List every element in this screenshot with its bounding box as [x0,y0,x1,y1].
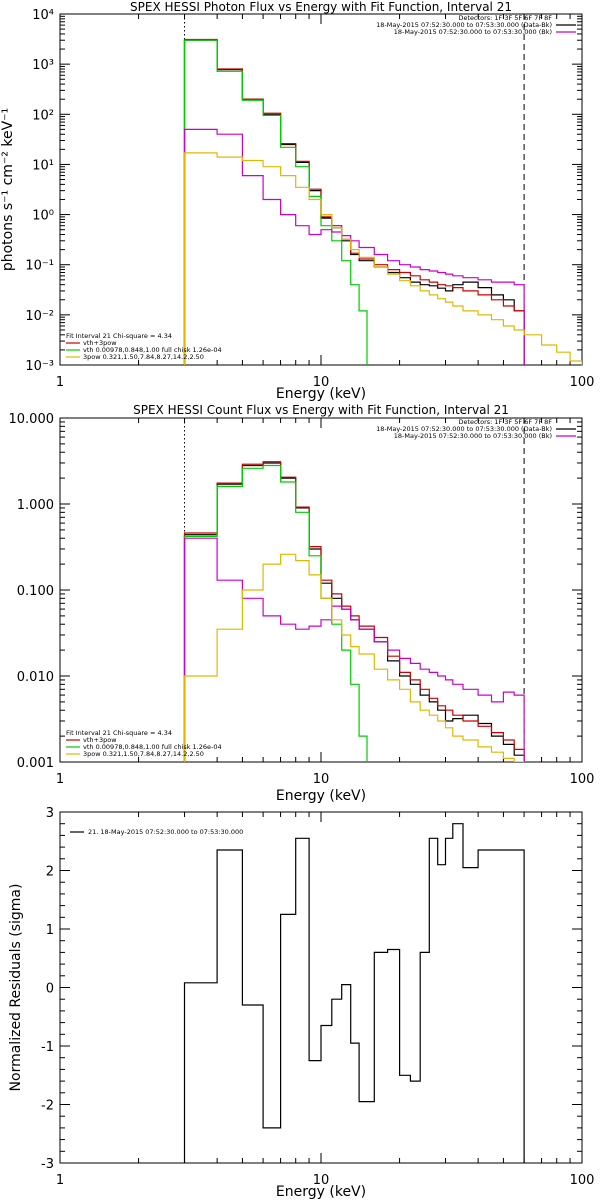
y-tick-label: -1 [41,1040,54,1055]
x-tick-label: 10 [313,772,330,787]
legend-entry: 21. 18-May-2015 07:52:30.000 to 07:53:30… [88,828,243,836]
legend-entry: Fit Interval 21 Chi-square = 4.34 [66,332,172,340]
count-flux-xlabel: Energy (keV) [276,788,366,804]
y-tick-label: 0.001 [17,756,54,771]
legend-entry: vth+3pow [83,339,117,347]
y-tick-label: 2 [46,865,54,880]
plot-frame [59,811,583,1164]
legend-entry: vth 0.00978,0.848,1.00 full chisk 1.26e-… [83,346,222,354]
y-tick-label: 10.000 [9,412,55,427]
series-2-step-line [183,39,368,365]
series-0-step-line [183,462,525,762]
y-tick-label: 0 [46,982,54,997]
y-tick-label: 3 [46,806,54,821]
y-tick-label: 10⁰ [32,209,54,224]
series-2-step-line [183,464,368,762]
legend-entry: 18-May-2015 07:52:30.000 to 07:53:30.000… [394,432,552,440]
series-0-step-line [183,823,525,1163]
series-0-step-line [183,39,525,365]
x-tick-label: 1 [56,772,64,787]
series-4-step-line [183,152,582,365]
legend-entry: 18-May-2015 07:52:30.000 to 07:53:30.000… [394,28,552,36]
legend-entry: vth 0.00978,0.848,1.00 full chisk 1.26e-… [83,743,222,751]
residuals-xlabel: Energy (keV) [276,1184,366,1200]
count-flux-panel: SPEX HESSI Count Flux vs Energy with Fit… [9,403,595,804]
legend-entry: 18-May-2015 07:52:30.000 to 07:53:30.000… [376,425,552,433]
y-tick-label: -3 [41,1157,54,1172]
legend-entry: Detectors: 1F 3F 5F 6F 7F 8F [458,418,552,426]
y-tick-label: 10³ [32,58,54,73]
series-1-step-line [183,461,525,762]
y-tick-label: 1 [46,923,54,938]
y-tick-label: 10² [32,108,54,123]
x-tick-label: 10 [313,375,330,390]
legend-entry: Fit Interval 21 Chi-square = 4.34 [66,729,172,737]
y-tick-label: -2 [41,1099,54,1114]
y-tick-label: 0.100 [17,584,54,599]
legend-entry: vth+3pow [83,736,117,744]
legend-entry: Detectors: 1F 3F 5F 6F 7F 8F [458,14,552,22]
y-tick-label: 1.000 [17,498,54,513]
series-4-step-line [183,553,525,762]
y-tick-label: 10¹ [32,158,54,173]
photon-flux-panel: SPEX HESSI Photon Flux vs Energy with Fi… [0,0,594,402]
series-3-step-line [183,128,525,365]
legend-entry: 18-May-2015 07:52:30.000 to 07:53:30.000… [376,21,552,29]
x-tick-label: 1 [56,375,64,390]
photon-flux-ylabel: photons s⁻¹ cm⁻² keV⁻¹ [0,108,16,271]
series-1-step-line [183,38,525,365]
x-tick-label: 100 [570,772,595,787]
series-3-step-line [183,537,525,762]
photon-flux-title: SPEX HESSI Photon Flux vs Energy with Fi… [130,0,512,14]
y-tick-label: 10⁻¹ [25,259,54,274]
x-tick-label: 10 [313,1173,330,1188]
y-tick-label: 10⁻³ [25,359,54,374]
y-tick-label: 10⁻² [25,309,54,324]
residuals-ylabel: Normalized Residuals (sigma) [8,884,24,1092]
legend-entry: 3pow 0.321,1.50,7.84,8.27,14.2,2.50 [83,353,204,361]
x-tick-label: 100 [570,1173,595,1188]
x-tick-label: 1 [56,1173,64,1188]
y-tick-label: 0.010 [17,670,54,685]
count-flux-title: SPEX HESSI Count Flux vs Energy with Fit… [133,403,509,417]
y-tick-label: 10⁴ [32,8,54,23]
photon-flux-xlabel: Energy (keV) [276,386,366,402]
x-tick-label: 100 [570,375,595,390]
legend-entry: 3pow 0.321,1.50,7.84,8.27,14.2,2.50 [83,750,204,758]
residuals-panel: Energy (keV) Normalized Residuals (sigma… [8,806,594,1200]
